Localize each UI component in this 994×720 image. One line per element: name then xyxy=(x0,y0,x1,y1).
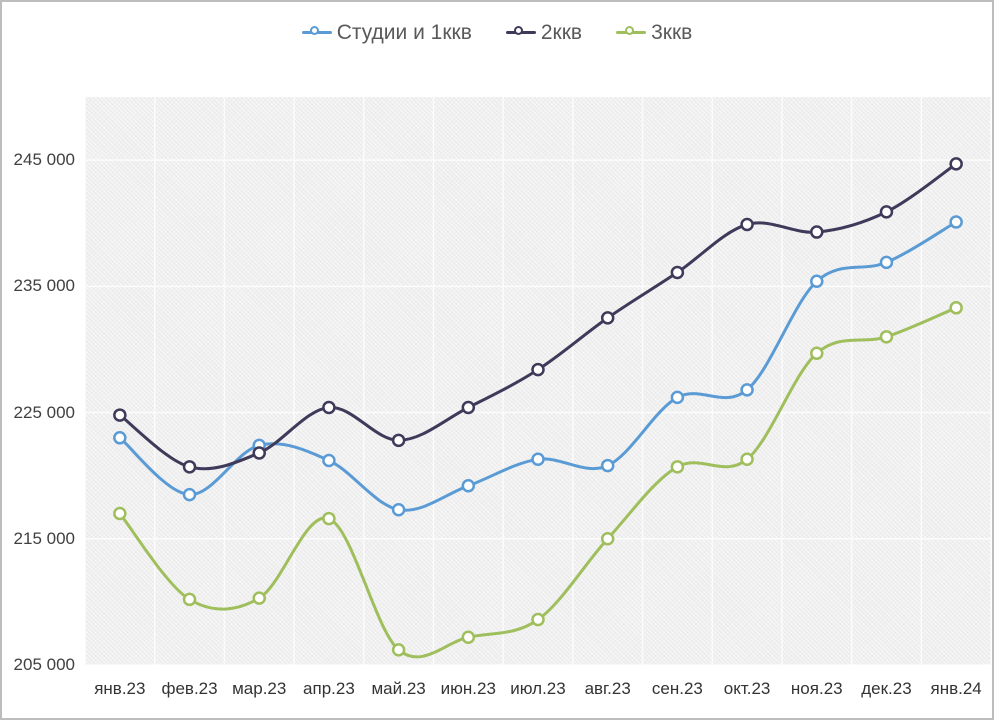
y-axis-tick-label: 235 000 xyxy=(13,276,75,296)
series-line xyxy=(118,162,958,471)
x-axis-tick-label: сен.23 xyxy=(651,679,703,698)
data-point-marker xyxy=(322,453,336,468)
chart-legend: Студии и 1ккв 2ккв 3ккв xyxy=(2,22,992,43)
data-point-marker xyxy=(879,255,894,270)
data-point-marker xyxy=(461,479,476,493)
data-point-marker xyxy=(113,431,127,445)
data-point-marker xyxy=(182,592,197,607)
legend-line-marker-icon xyxy=(301,26,332,40)
x-axis-tick-label: янв.23 xyxy=(94,679,146,698)
data-point-marker xyxy=(879,205,894,219)
x-axis-tick-label: авг.23 xyxy=(584,679,631,698)
data-point-marker xyxy=(461,400,476,415)
plot-area xyxy=(85,97,991,665)
y-axis-tick-label: 215 000 xyxy=(13,528,75,548)
data-point-marker xyxy=(531,612,545,627)
x-axis-tick-label: июн.23 xyxy=(440,679,496,698)
data-point-marker xyxy=(670,265,685,280)
data-point-marker xyxy=(531,452,545,467)
data-point-marker xyxy=(461,630,476,644)
data-point-marker xyxy=(670,390,685,405)
data-point-marker xyxy=(391,502,406,517)
data-point-marker xyxy=(322,400,336,415)
x-axis-tick-label: дек.23 xyxy=(861,679,912,698)
data-point-marker xyxy=(252,446,266,460)
data-point-marker xyxy=(740,383,754,397)
data-point-marker xyxy=(810,274,824,289)
data-point-marker xyxy=(182,460,197,474)
data-point-marker xyxy=(879,330,894,344)
y-axis-tick-label: 225 000 xyxy=(13,402,75,422)
data-point-marker xyxy=(810,225,824,239)
data-point-marker xyxy=(949,215,963,229)
data-point-marker xyxy=(531,362,545,377)
data-point-marker xyxy=(391,643,406,657)
data-point-marker xyxy=(113,506,127,521)
legend-label: Студии и 1ккв xyxy=(336,21,472,44)
series-line xyxy=(118,306,958,659)
x-axis-tick-label: май.23 xyxy=(371,679,426,698)
series-3 xyxy=(113,301,963,659)
data-point-marker xyxy=(670,460,685,474)
data-point-marker xyxy=(949,301,963,315)
x-axis-tick-label: мар.23 xyxy=(232,679,287,698)
data-point-marker xyxy=(182,487,197,502)
data-point-marker xyxy=(810,346,824,360)
legend-label: 2ккв xyxy=(540,21,583,44)
y-axis-tick-label: 205 000 xyxy=(13,655,75,674)
legend-item-1: Студии и 1ккв xyxy=(301,21,472,44)
line-chart-canvas xyxy=(85,97,991,665)
data-point-marker xyxy=(949,157,963,171)
data-point-marker xyxy=(113,408,127,422)
legend-line-marker-icon xyxy=(505,26,536,40)
data-point-marker xyxy=(600,458,615,473)
legend-label: 3ккв xyxy=(651,21,693,44)
legend-line-marker-icon xyxy=(616,26,647,40)
x-axis-tick-label: апр.23 xyxy=(303,679,355,698)
x-axis-tick-label: июл.23 xyxy=(510,679,566,698)
x-axis-tick-label: янв.24 xyxy=(930,679,982,698)
x-axis-tick-label: фев.23 xyxy=(161,679,218,698)
gridlines xyxy=(85,97,991,665)
data-point-marker xyxy=(600,311,615,325)
data-point-marker xyxy=(740,452,754,467)
x-axis-tick-label: ноя.23 xyxy=(790,679,843,698)
data-point-marker xyxy=(600,532,615,546)
legend-item-3: 3ккв xyxy=(616,22,692,43)
data-point-marker xyxy=(252,591,266,605)
legend-item-2: 2ккв xyxy=(505,21,583,44)
data-point-marker xyxy=(740,217,754,232)
y-axis-tick-label: 245 000 xyxy=(13,150,75,170)
series-2 xyxy=(113,157,963,474)
data-point-marker xyxy=(391,433,406,448)
data-point-marker xyxy=(322,511,336,526)
x-axis-tick-label: окт.23 xyxy=(723,679,771,698)
